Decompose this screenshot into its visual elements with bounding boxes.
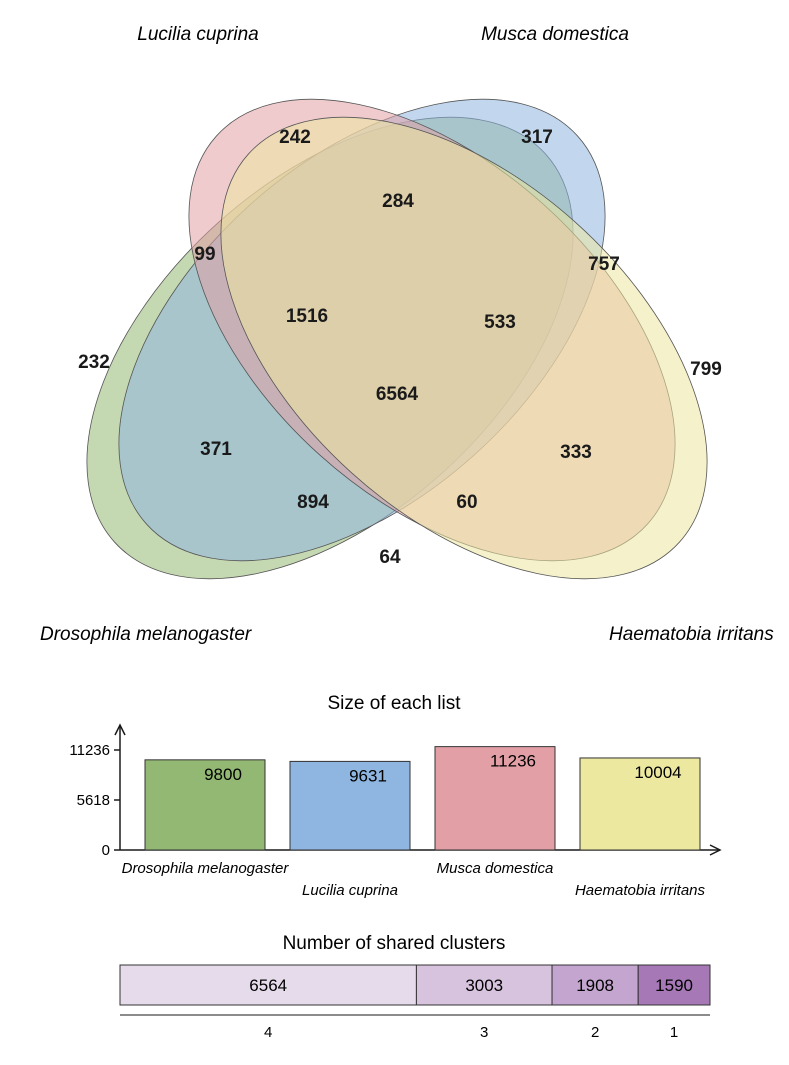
bar-chart-title: Size of each list	[327, 693, 461, 714]
shared-val-3: 1590	[655, 976, 693, 995]
v-lucilia-musca: 284	[382, 191, 414, 212]
barv-0: 9800	[204, 765, 242, 784]
v-lh: 333	[560, 442, 592, 463]
cat-2: Musca domestica	[437, 860, 554, 877]
venn-ellipses	[2, 11, 789, 667]
shared-val-2: 1908	[576, 976, 614, 995]
v-lucilia-only: 242	[279, 127, 311, 148]
ytick-2: 11236	[69, 742, 110, 759]
figure-page: Lucilia cuprina Musca domestica 242 317 …	[0, 0, 789, 1065]
v-musca-only: 317	[521, 127, 553, 148]
bar-yticks: 0 5618 11236	[69, 742, 110, 859]
barv-2: 11236	[490, 752, 536, 771]
v-dm: 371	[200, 439, 232, 460]
ytick-0: 0	[102, 842, 110, 859]
ytick-1: 5618	[77, 792, 110, 809]
shared-title: Number of shared clusters	[283, 933, 506, 954]
shared-cat-3: 1	[670, 1024, 678, 1041]
shared-val-0: 6564	[249, 976, 287, 995]
shared-clusters-chart: Number of shared clusters 6564 3003 1908 15…	[0, 925, 789, 1065]
shared-cat-0: 4	[264, 1024, 272, 1041]
shared-cats: 4 3 2 1	[264, 1024, 678, 1041]
v-lmh: 533	[484, 312, 516, 333]
v-musca-haem: 757	[588, 254, 620, 275]
v-dh: 64	[379, 547, 401, 568]
barv-1: 9631	[349, 766, 387, 785]
bars	[145, 747, 700, 850]
v-all: 6564	[376, 384, 419, 405]
label-musca: Musca domestica	[481, 24, 629, 45]
size-bar-chart: Size of each list 0 5618 11236	[0, 685, 789, 925]
cat-3: Haematobia irritans	[575, 882, 706, 899]
v-haem-only: 799	[690, 359, 722, 380]
cat-1: Lucilia cuprina	[302, 882, 398, 899]
shared-val-1: 3003	[465, 976, 503, 995]
label-lucilia: Lucilia cuprina	[137, 24, 258, 45]
label-haematobia: Haematobia irritans	[609, 624, 774, 645]
shared-segments	[120, 965, 710, 1005]
shared-cat-2: 2	[591, 1024, 599, 1041]
v-dros-only: 232	[78, 352, 110, 373]
cat-0: Drosophila melanogaster	[122, 860, 290, 877]
v-dlm: 1516	[286, 306, 328, 327]
barv-3: 10004	[634, 763, 681, 782]
shared-cat-1: 3	[480, 1024, 488, 1041]
v-dros-luc: 99	[194, 244, 215, 265]
v-dmh: 894	[297, 492, 329, 513]
venn-diagram: Lucilia cuprina Musca domestica 242 317 …	[0, 0, 789, 685]
v-dlh: 60	[456, 492, 477, 513]
bar-categories: Drosophila melanogaster Lucilia cuprina …	[122, 860, 706, 899]
label-drosophila: Drosophila melanogaster	[40, 624, 252, 645]
